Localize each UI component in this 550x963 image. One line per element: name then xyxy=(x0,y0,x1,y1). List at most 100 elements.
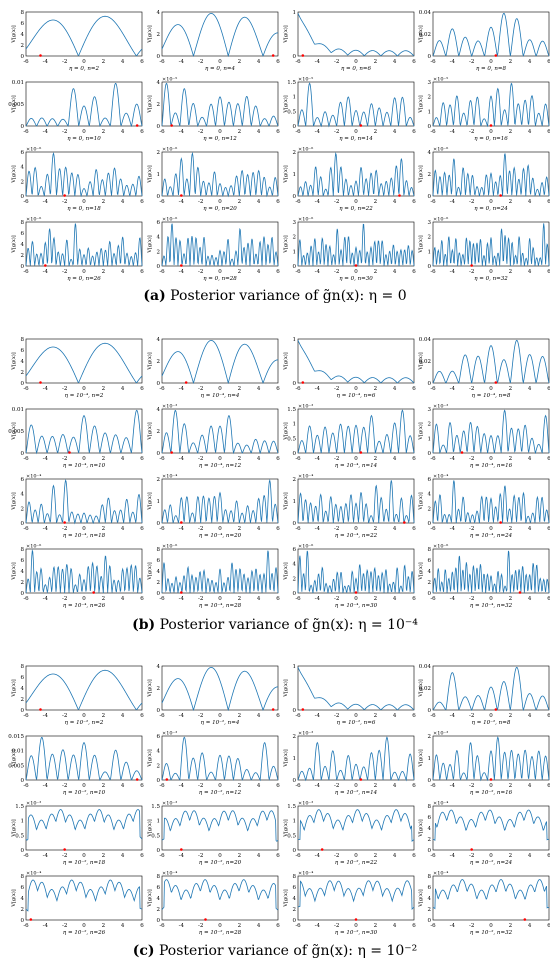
x-tick-label: 0 xyxy=(354,783,358,789)
y-exponent: ×10⁻³ xyxy=(162,731,177,737)
x-tick-label: 0 xyxy=(82,526,86,532)
subplot: 0 2 4 -6 -4 -2 0 2 4 6 V[g(x)] η = 0, n=4 xyxy=(146,10,280,72)
subplot-title: η = 0, n=8 xyxy=(476,66,507,72)
y-tick-label: 0 xyxy=(293,54,297,60)
y-tick-label: 0 xyxy=(293,194,297,200)
x-tick-label: -2 xyxy=(334,386,339,392)
y-exponent: ×10⁻⁶ xyxy=(162,217,177,223)
x-tick-label: -4 xyxy=(179,713,185,719)
y-tick-label: 0 xyxy=(21,591,25,597)
y-exponent: ×10⁻⁶ xyxy=(162,544,177,550)
sample-marker xyxy=(180,521,183,524)
x-tick-label: 2 xyxy=(374,386,378,392)
x-tick-label: -2 xyxy=(469,713,474,719)
x-tick-label: 6 xyxy=(276,713,280,719)
x-tick-label: -6 xyxy=(295,596,301,602)
subplot-title: η = 10⁻⁴, n=20 xyxy=(199,532,242,539)
x-tick-label: 4 xyxy=(257,853,261,859)
x-tick-label: -6 xyxy=(295,526,301,532)
y-tick-label: 4 xyxy=(21,686,25,692)
x-tick-label: 6 xyxy=(140,129,144,135)
y-tick-label: 0.02 xyxy=(419,359,431,365)
x-tick-label: 0 xyxy=(489,713,493,719)
plot-frame xyxy=(432,81,550,127)
variance-curve xyxy=(25,83,143,128)
variance-curve xyxy=(25,223,143,267)
x-tick-label: 6 xyxy=(276,923,280,929)
y-axis-label: V[g(x)] xyxy=(282,165,289,183)
sample-marker xyxy=(135,124,139,127)
variance-curve xyxy=(161,478,279,524)
y-tick-label: 0.02 xyxy=(419,686,431,692)
sample-marker xyxy=(354,918,358,921)
y-tick-label: 6 xyxy=(428,558,432,564)
x-tick-label: -6 xyxy=(159,386,165,392)
x-tick-label: 4 xyxy=(528,269,532,275)
x-tick-label: 4 xyxy=(257,59,261,65)
y-tick-label: 4 xyxy=(21,32,25,38)
subplot: 0 2 4 6 8 -6 -4 -2 0 2 4 6 V[g(x)] ×10⁻⁴ η = 10⁻², n=2… xyxy=(146,871,280,937)
y-tick-label: 8 xyxy=(21,874,25,880)
y-tick-label: 4 xyxy=(428,492,432,498)
x-tick-label: 0 xyxy=(218,456,222,462)
variance-curve xyxy=(432,12,550,58)
x-tick-label: 2 xyxy=(509,713,513,719)
y-tick-label: 0 xyxy=(428,918,432,924)
sample-marker xyxy=(165,778,169,781)
x-tick-label: -2 xyxy=(469,596,474,602)
sample-marker xyxy=(180,194,183,197)
x-tick-label: -2 xyxy=(198,596,203,602)
x-tick-label: 6 xyxy=(547,199,550,205)
x-tick-label: 4 xyxy=(528,456,532,462)
y-tick-label: 8 xyxy=(21,337,25,343)
y-tick-label: 1 xyxy=(428,756,432,762)
x-tick-label: -6 xyxy=(430,853,436,859)
plot-frame xyxy=(161,805,279,851)
x-tick-label: -2 xyxy=(62,199,67,205)
subplot-title: η = 10⁻², n=24 xyxy=(470,859,513,866)
x-tick-label: 2 xyxy=(238,456,242,462)
x-tick-label: -4 xyxy=(450,923,456,929)
x-tick-label: 6 xyxy=(276,386,280,392)
y-tick-label: 4 xyxy=(428,150,432,156)
sample-marker xyxy=(470,264,473,267)
y-exponent: ×10⁻⁴ xyxy=(298,871,313,877)
subplot-title: η = 0, n=10 xyxy=(67,136,101,142)
y-axis-label: V[g(x)] xyxy=(417,819,424,837)
variance-curve xyxy=(297,880,415,911)
sample-marker xyxy=(301,54,305,57)
x-tick-label: -6 xyxy=(159,456,165,462)
subplot-title: η = 10⁻², n=10 xyxy=(63,789,106,796)
caption-c: (c) Posterior variance of g̃n(x): η = 10… xyxy=(0,943,550,959)
x-tick-label: 6 xyxy=(547,456,550,462)
x-tick-label: 2 xyxy=(102,596,106,602)
x-tick-label: 0 xyxy=(82,269,86,275)
y-tick-label: 0 xyxy=(428,194,432,200)
x-tick-label: -4 xyxy=(179,596,185,602)
plot-frame xyxy=(25,805,143,851)
y-axis-label: V[g(x)] xyxy=(417,235,424,253)
variance-curve xyxy=(297,809,415,842)
sample-marker xyxy=(320,848,324,851)
x-tick-label: 6 xyxy=(547,386,550,392)
y-tick-label: 2 xyxy=(157,477,161,483)
x-tick-label: 2 xyxy=(102,199,106,205)
x-tick-label: -6 xyxy=(159,596,165,602)
x-tick-label: 0 xyxy=(82,386,86,392)
x-tick-label: 6 xyxy=(140,596,144,602)
caption-b-text: Posterior variance of g̃n(x): η = 10⁻⁴ xyxy=(159,617,418,633)
x-tick-label: 2 xyxy=(102,783,106,789)
y-tick-label: 2 xyxy=(157,429,161,435)
x-tick-label: 4 xyxy=(257,526,261,532)
y-tick-label: 8 xyxy=(428,874,432,880)
y-tick-label: 4 xyxy=(21,569,25,575)
x-tick-label: 6 xyxy=(412,923,416,929)
y-axis-label: V[g(x)] xyxy=(282,95,289,113)
x-tick-label: 2 xyxy=(238,713,242,719)
sample-marker xyxy=(494,54,498,57)
x-tick-label: -4 xyxy=(450,853,456,859)
y-axis-label: V[g(x)] xyxy=(10,679,17,697)
y-exponent: ×10⁻⁵ xyxy=(433,77,448,83)
x-tick-label: 6 xyxy=(412,199,416,205)
